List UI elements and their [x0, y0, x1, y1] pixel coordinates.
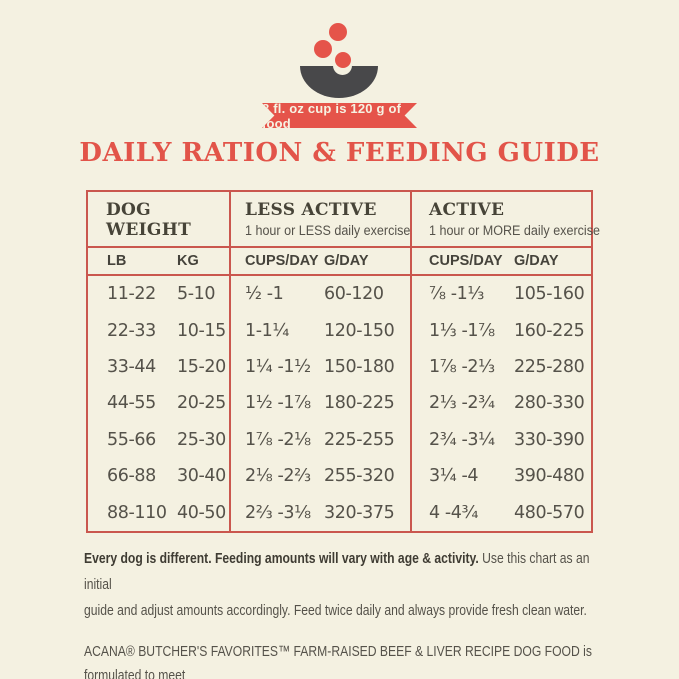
table-row: 22-33 10-15 1-1¼ 120-150 1⅓ -1⅞ 160-225: [88, 312, 591, 349]
table-row: 55-66 25-30 1⅞ -2⅛ 225-255 2¾ -3¼ 330-39…: [88, 421, 591, 459]
active-g-value: 160-225: [514, 320, 585, 341]
group-subtitle: 1 hour or LESS daily exercise: [245, 223, 411, 239]
active-cups-value: 2⅓ -2¾: [429, 393, 495, 414]
col-header-cups-day: CUPS/DAY: [245, 253, 319, 269]
active-cups-value: ⅞ -1⅓: [429, 284, 484, 305]
active-cups-value: 2¾ -3¼: [429, 429, 495, 450]
lb-value: 11-22: [107, 284, 156, 305]
lb-value: 88-110: [107, 502, 167, 523]
kg-value: 5-10: [177, 284, 216, 305]
kg-value: 15-20: [177, 357, 226, 378]
ribbon-text: 8 fl. oz cup is 120 g of food: [262, 100, 402, 131]
group-title: DOG WEIGHT: [106, 200, 192, 241]
group-dog-weight: DOG WEIGHT: [88, 192, 229, 246]
active-g-value: 390-480: [514, 466, 585, 487]
feeding-note-bold: Every dog is different. Feeding amounts …: [84, 550, 479, 567]
active-cups-value: 1⅓ -1⅞: [429, 320, 495, 341]
aafco-line1: ACANA® BUTCHER'S FAVORITES™ FARM-RAISED …: [84, 643, 592, 679]
less-g-value: 180-225: [324, 393, 395, 414]
kg-value: 10-15: [177, 320, 226, 341]
kg-value: 25-30: [177, 429, 226, 450]
feeding-table: DOG WEIGHT LESS ACTIVE 1 hour or LESS da…: [86, 190, 600, 533]
active-cups-value: 3¼ -4: [429, 466, 479, 487]
less-cups-value: 1-1¼: [245, 320, 289, 341]
page-title: DAILY RATION & FEEDING GUIDE: [79, 138, 600, 168]
less-g-value: 320-375: [324, 502, 395, 523]
active-cups-value: 1⅞ -2⅓: [429, 357, 495, 378]
group-title: ACTIVE: [429, 200, 505, 220]
table-row: 44-55 20-25 1½ -1⅞ 180-225 2⅓ -2¾ 280-33…: [88, 385, 591, 422]
less-cups-value: 2⅔ -3⅛: [245, 502, 311, 523]
lb-value: 33-44: [107, 357, 156, 378]
col-header-kg: KG: [177, 253, 199, 269]
less-g-value: 255-320: [324, 466, 395, 487]
less-cups-value: ½ -1: [245, 284, 284, 305]
less-g-value: 120-150: [324, 320, 395, 341]
less-cups-value: 2⅛ -2⅔: [245, 466, 311, 487]
less-cups-value: 1⅞ -2⅛: [245, 429, 311, 450]
feeding-note-rest: Use this chart as an initial: [84, 550, 590, 593]
col-header-cups-day: CUPS/DAY: [429, 253, 503, 269]
less-cups-value: 1¼ -1½: [245, 357, 311, 378]
kibble-dot-icon: [314, 40, 332, 58]
lb-value: 66-88: [107, 466, 156, 487]
feeding-note: Every dog is different. Feeding amounts …: [84, 546, 602, 624]
footer-notes: Every dog is different. Feeding amounts …: [84, 546, 602, 679]
group-header-row: DOG WEIGHT LESS ACTIVE 1 hour or LESS da…: [88, 192, 600, 248]
bowl-graphic: [0, 0, 679, 135]
table-row: 66-88 30-40 2⅛ -2⅔ 255-320 3¼ -4 390-480: [88, 458, 591, 495]
table-row: 33-44 15-20 1¼ -1½ 150-180 1⅞ -2⅓ 225-28…: [88, 348, 591, 386]
table-row: 88-110 40-50 2⅔ -3⅛ 320-375 4 -4¾ 480-57…: [88, 494, 591, 531]
active-cups-value: 4 -4¾: [429, 502, 479, 523]
lb-value: 44-55: [107, 393, 156, 414]
column-header-row: LB KG CUPS/DAY G/DAY CUPS/DAY G/DAY: [88, 248, 591, 276]
kibble-dot-icon: [329, 23, 347, 41]
active-g-value: 105-160: [514, 284, 585, 305]
col-header-g-day: G/DAY: [514, 253, 559, 269]
ribbon-banner: 8 fl. oz cup is 120 g of food: [262, 103, 417, 128]
group-subtitle: 1 hour or MORE daily exercise: [429, 223, 600, 239]
group-less-active: LESS ACTIVE 1 hour or LESS daily exercis…: [229, 192, 410, 246]
less-g-value: 225-255: [324, 429, 395, 450]
less-g-value: 150-180: [324, 357, 395, 378]
active-g-value: 280-330: [514, 393, 585, 414]
kg-value: 30-40: [177, 466, 226, 487]
group-title: LESS ACTIVE: [245, 200, 377, 220]
less-cups-value: 1½ -1⅞: [245, 393, 311, 414]
lb-value: 22-33: [107, 320, 156, 341]
kibble-dot-icon: [335, 52, 351, 68]
aafco-statement: ACANA® BUTCHER'S FAVORITES™ FARM-RAISED …: [84, 640, 602, 679]
kg-value: 40-50: [177, 502, 226, 523]
active-g-value: 225-280: [514, 357, 585, 378]
table-row: 11-22 5-10 ½ -1 60-120 ⅞ -1⅓ 105-160: [88, 276, 591, 313]
less-g-value: 60-120: [324, 284, 384, 305]
active-g-value: 330-390: [514, 429, 585, 450]
col-header-lb: LB: [107, 253, 127, 269]
lb-value: 55-66: [107, 429, 156, 450]
active-g-value: 480-570: [514, 502, 585, 523]
col-header-g-day: G/DAY: [324, 253, 369, 269]
feeding-note-line2: guide and adjust amounts accordingly. Fe…: [84, 602, 587, 619]
group-active: ACTIVE 1 hour or MORE daily exercise: [410, 192, 613, 246]
kg-value: 20-25: [177, 393, 226, 414]
